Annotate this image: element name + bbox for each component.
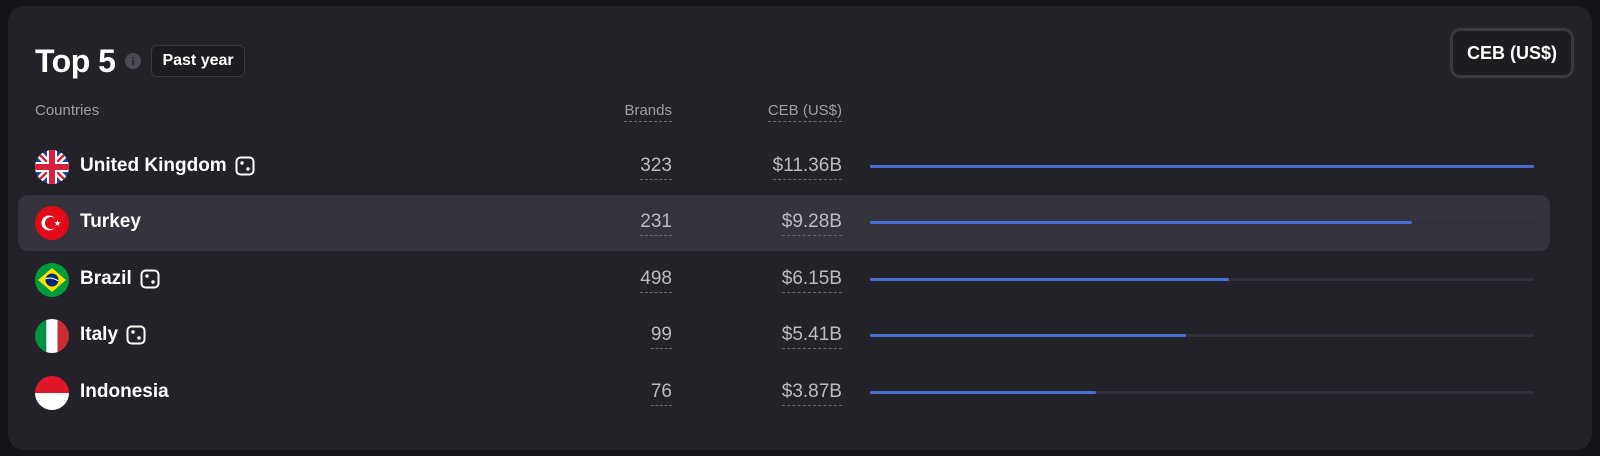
turkey-flag-icon bbox=[35, 206, 69, 240]
ceb-bar-track bbox=[870, 334, 1534, 337]
ceb-value[interactable]: $9.28B bbox=[781, 211, 842, 236]
brands-count[interactable]: 323 bbox=[640, 155, 672, 180]
country-name[interactable]: Turkey bbox=[80, 211, 141, 232]
country-name[interactable]: Brazil bbox=[80, 268, 132, 289]
country-name[interactable]: Italy bbox=[80, 324, 119, 345]
brands-count[interactable]: 76 bbox=[650, 381, 672, 406]
ceb-bar-fill bbox=[870, 391, 1097, 394]
table-row[interactable]: Turkey 231 $9.28B bbox=[18, 195, 1550, 251]
country-name[interactable]: Indonesia bbox=[80, 381, 169, 402]
period-badge[interactable]: Past year bbox=[151, 45, 245, 77]
table-row[interactable]: Indonesia 76 $3.87B bbox=[18, 365, 1550, 421]
brands-count[interactable]: 99 bbox=[650, 324, 672, 349]
ceb-bar-track bbox=[870, 391, 1534, 394]
ceb-value[interactable]: $3.87B bbox=[781, 381, 842, 406]
dice-icon[interactable] bbox=[235, 156, 255, 176]
indonesia-flag-icon bbox=[35, 376, 69, 410]
table-row[interactable]: United Kingdom 323 $11.36B bbox=[18, 139, 1550, 195]
card-title: Top 5 bbox=[35, 42, 116, 79]
card-header: Top 5 Past year bbox=[35, 36, 245, 86]
brands-count[interactable]: 231 bbox=[640, 211, 672, 236]
ceb-bar-track bbox=[870, 278, 1534, 281]
ceb-bar-fill bbox=[870, 221, 1413, 224]
country-name[interactable]: United Kingdom bbox=[80, 155, 227, 176]
ceb-bar-fill bbox=[870, 165, 1534, 168]
ceb-value[interactable]: $11.36B bbox=[772, 155, 842, 180]
dice-icon[interactable] bbox=[126, 325, 146, 345]
dice-icon[interactable] bbox=[140, 269, 160, 289]
column-header-countries: Countries bbox=[35, 102, 100, 119]
info-icon[interactable] bbox=[125, 53, 142, 69]
top-countries-card: Top 5 Past year CEB (US$) Countries Bran… bbox=[8, 6, 1592, 450]
ceb-bar-fill bbox=[870, 278, 1230, 281]
column-header-brands[interactable]: Brands bbox=[624, 102, 672, 122]
italy-flag-icon bbox=[35, 319, 69, 353]
ceb-bar-track bbox=[870, 165, 1534, 168]
table-row[interactable]: Italy 99 $5.41B bbox=[18, 308, 1550, 364]
ceb-bar-track bbox=[870, 221, 1534, 224]
metric-selector-button[interactable]: CEB (US$) bbox=[1450, 28, 1574, 78]
ceb-value[interactable]: $5.41B bbox=[781, 324, 842, 349]
brazil-flag-icon bbox=[35, 263, 69, 297]
ceb-bar-fill bbox=[870, 334, 1187, 337]
table-row[interactable]: Brazil 498 $6.15B bbox=[18, 252, 1550, 308]
uk-flag-icon bbox=[35, 150, 69, 184]
brands-count[interactable]: 498 bbox=[640, 268, 672, 293]
column-header-ceb[interactable]: CEB (US$) bbox=[767, 102, 842, 122]
ceb-value[interactable]: $6.15B bbox=[781, 268, 842, 293]
